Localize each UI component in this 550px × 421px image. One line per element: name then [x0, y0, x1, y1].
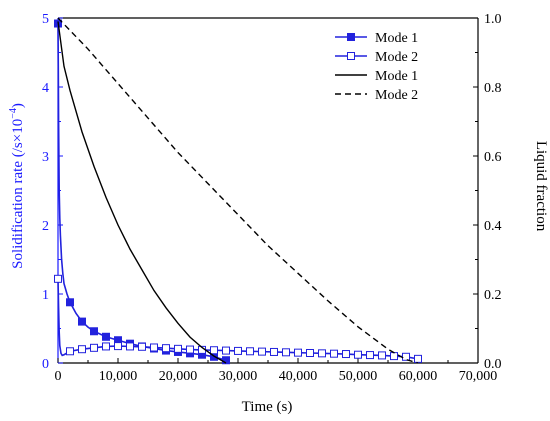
y-right-tick-label: 0.4	[484, 219, 502, 234]
x-tick-label: 50,000	[339, 369, 378, 384]
y-right-tick-label: 0.8	[484, 81, 502, 96]
marker-open-square	[330, 349, 338, 358]
marker-filled-square	[78, 317, 86, 326]
legend-label: Mode 2	[375, 50, 418, 65]
marker-open-square	[150, 343, 158, 352]
y-axis-left-title: Solidification rate (/s×10−4)	[8, 103, 26, 269]
legend: Mode 1 Mode 2 Mode 1 Mode 2	[335, 31, 418, 103]
x-tick-label: 20,000	[159, 369, 198, 384]
y-axis-left-title-main: Solidification rate (/s×10	[10, 119, 26, 269]
x-tick-label: 10,000	[99, 369, 138, 384]
marker-open-square	[174, 344, 182, 353]
marker-open-square	[234, 346, 242, 355]
legend-marker-open-square	[347, 52, 355, 60]
x-tick-label: 70,000	[459, 369, 498, 384]
x-tick-label: 30,000	[219, 369, 258, 384]
y-left-tick-label: 3	[42, 150, 49, 165]
marker-open-square	[366, 351, 374, 360]
marker-open-square	[342, 350, 350, 359]
marker-open-square	[54, 274, 62, 283]
legend-marker-filled-square	[347, 33, 355, 41]
y-left-tick-label: 4	[42, 81, 49, 96]
series-line-2	[57, 278, 419, 360]
y-left-tick-label: 1	[42, 288, 49, 303]
y-left-tick-label: 0	[42, 357, 49, 372]
marker-open-square	[318, 349, 326, 358]
marker-open-square	[258, 347, 266, 356]
marker-open-square	[402, 352, 410, 361]
x-axis-title: Time (s)	[242, 399, 293, 415]
y-right-tick-label: 0.2	[484, 288, 502, 303]
y-right-tick-label: 0.0	[484, 357, 502, 372]
marker-open-square	[138, 342, 146, 351]
series-line-1	[57, 23, 227, 362]
marker-open-square	[354, 350, 362, 359]
marker-open-square	[186, 345, 194, 354]
legend-label: Mode 1	[375, 69, 418, 84]
marker-open-square	[66, 347, 74, 356]
marker-open-square	[102, 342, 110, 351]
marker-open-square	[210, 346, 218, 355]
legend-label: Mode 1	[375, 31, 418, 46]
y-axis-left-title-sup: −4	[8, 108, 19, 119]
series-line-3	[57, 21, 227, 364]
marker-open-square	[114, 342, 122, 351]
marker-open-square	[306, 348, 314, 357]
marker-open-square	[390, 352, 398, 361]
x-tick-label: 40,000	[279, 369, 318, 384]
y-left-tick-label: 5	[42, 12, 49, 27]
marker-open-square	[162, 344, 170, 353]
y-axis-left-title-close: )	[10, 103, 26, 108]
y-axis-right-title: Liquid fraction	[533, 141, 549, 232]
x-tick-label: 60,000	[399, 369, 438, 384]
marker-open-square	[78, 345, 86, 354]
legend-label: Mode 2	[375, 88, 418, 103]
marker-open-square	[378, 351, 386, 360]
marker-open-square	[246, 347, 254, 356]
y-right-tick-label: 0.6	[484, 150, 502, 165]
marker-open-square	[414, 354, 422, 363]
marker-open-square	[270, 347, 278, 356]
y-left-tick-label: 2	[42, 219, 49, 234]
marker-filled-square	[66, 298, 74, 307]
series-line-4	[57, 17, 419, 364]
y-right-tick-label: 1.0	[484, 12, 502, 27]
marker-open-square	[282, 348, 290, 357]
marker-filled-square	[102, 332, 110, 341]
axes: 0 10,000 20,000 30,000 40,000 50,000 60,000 70,…	[42, 12, 502, 384]
marker-open-square	[222, 346, 230, 355]
x-tick-label: 0	[55, 369, 62, 384]
marker-open-square	[90, 343, 98, 352]
marker-open-square	[294, 348, 302, 357]
marker-open-square	[126, 342, 134, 351]
plot-series	[54, 17, 422, 365]
marker-filled-square	[90, 327, 98, 336]
